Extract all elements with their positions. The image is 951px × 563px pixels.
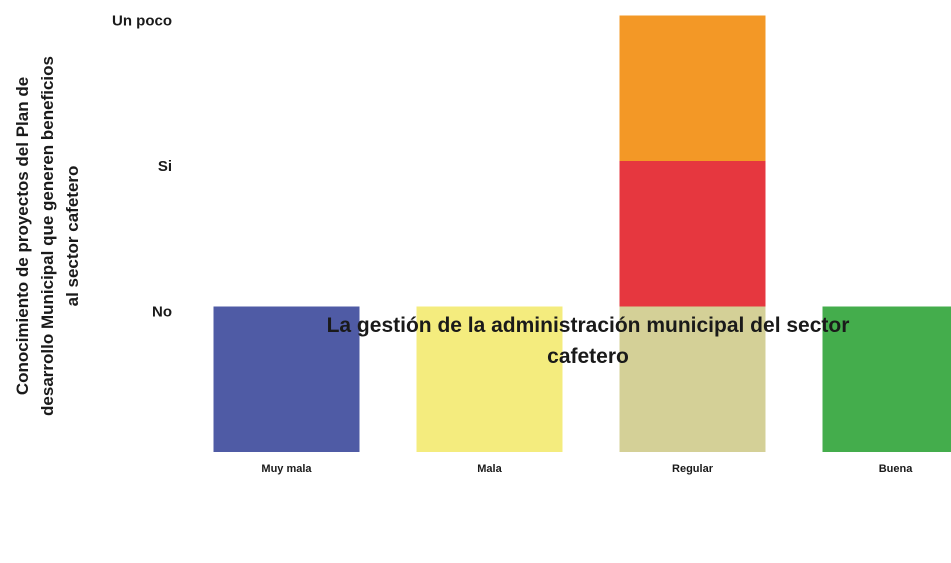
y-tick-no: No [152, 304, 172, 321]
x-tick-mala: Mala [477, 463, 502, 475]
bars-group [213, 15, 951, 452]
x-tick-buena: Buena [879, 463, 914, 475]
x-tick-muy-mala: Muy mala [261, 463, 312, 475]
y-axis-label-line-1: Conocimiento de proyectos del Plan de [13, 77, 32, 395]
bar-regular-no [619, 306, 766, 452]
y-tick-si: Si [158, 158, 172, 175]
x-tick-labels: Muy mala Mala Regular Buena [261, 463, 913, 475]
y-axis-label-line-3: al sector cafetero [63, 166, 82, 307]
y-tick-labels: No Si Un poco [112, 13, 172, 321]
x-axis-label-line-1: La gestión de la administración municipa… [327, 314, 850, 337]
x-axis-label-line-2: cafetero [547, 345, 629, 368]
bar-regular-un-poco [619, 15, 766, 161]
bar-muy-mala-no [213, 306, 360, 452]
bar-mala-no [416, 306, 563, 452]
y-tick-un-poco: Un poco [112, 13, 172, 30]
bar-buena-no [822, 306, 951, 452]
bar-regular-si [619, 161, 766, 307]
y-axis-label: Conocimiento de proyectos del Plan de de… [13, 56, 82, 416]
x-tick-regular: Regular [672, 463, 714, 475]
y-axis-label-line-2: desarrollo Municipal que generen benefic… [38, 56, 57, 416]
